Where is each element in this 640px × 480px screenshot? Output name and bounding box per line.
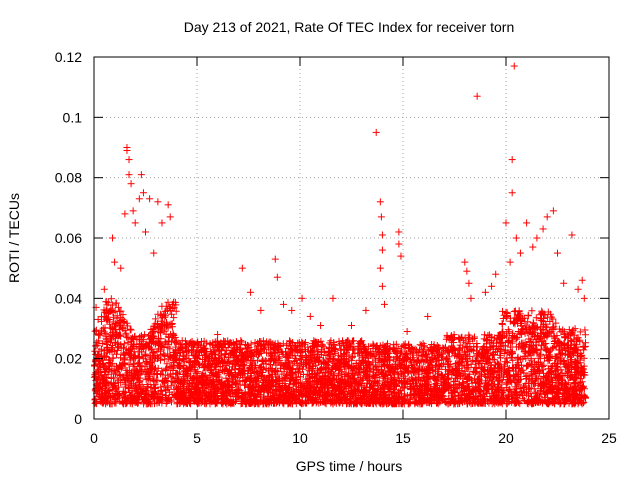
data-point xyxy=(135,195,143,203)
data-point xyxy=(362,306,370,314)
x-tick-label: 10 xyxy=(292,430,308,446)
data-point xyxy=(129,207,137,215)
data-point xyxy=(403,328,411,336)
data-point xyxy=(568,231,576,239)
data-point xyxy=(512,234,520,242)
data-point xyxy=(329,294,337,302)
data-point xyxy=(533,234,541,242)
data-point xyxy=(273,273,281,281)
data-point xyxy=(380,300,388,308)
data-point xyxy=(142,228,149,236)
data-point xyxy=(121,210,129,218)
data-point xyxy=(467,294,475,302)
data-point xyxy=(510,62,518,70)
data-point xyxy=(139,189,147,197)
data-point xyxy=(529,243,537,251)
data-point xyxy=(158,219,166,227)
data-point xyxy=(137,171,145,179)
y-tick-label: 0.02 xyxy=(55,351,82,367)
chart-title: Day 213 of 2021, Rate Of TEC Index for r… xyxy=(184,19,514,35)
data-point xyxy=(131,219,139,227)
data-point xyxy=(397,252,405,260)
data-point xyxy=(238,264,246,272)
data-point xyxy=(508,189,516,197)
x-tick-label: 20 xyxy=(498,430,514,446)
x-axis-label: GPS time / hours xyxy=(296,458,403,474)
data-point xyxy=(257,306,265,314)
data-point xyxy=(280,300,288,308)
data-point xyxy=(378,231,386,239)
data-point xyxy=(214,331,222,339)
data-point xyxy=(424,312,432,320)
data-point xyxy=(461,258,469,266)
data-point xyxy=(164,201,172,209)
y-tick-label: 0.1 xyxy=(63,109,83,125)
data-point xyxy=(271,255,279,263)
data-point xyxy=(378,246,386,254)
grid-lines xyxy=(94,57,609,419)
data-point xyxy=(376,264,384,272)
y-tick-label: 0.08 xyxy=(55,170,82,186)
data-point xyxy=(377,213,385,221)
data-point xyxy=(506,258,514,266)
data-point xyxy=(508,156,516,164)
data-point xyxy=(348,321,355,329)
x-tick-label: 15 xyxy=(395,430,411,446)
data-point xyxy=(378,282,386,290)
data-point xyxy=(166,213,174,221)
y-axis-ticks: 0 0.02 0.04 0.06 0.08 0.1 0.12 xyxy=(55,49,609,427)
y-tick-label: 0 xyxy=(74,411,82,427)
data-point xyxy=(502,219,510,227)
data-point xyxy=(473,92,481,100)
y-tick-label: 0.04 xyxy=(55,290,82,306)
data-point xyxy=(125,171,133,179)
data-point xyxy=(154,198,162,206)
data-point xyxy=(574,285,582,293)
data-point xyxy=(247,288,255,296)
data-point xyxy=(117,264,125,272)
data-point xyxy=(549,207,557,215)
x-tick-label: 25 xyxy=(601,430,617,446)
data-point xyxy=(288,306,296,314)
data-point xyxy=(543,213,551,221)
data-point xyxy=(111,258,119,266)
data-point xyxy=(109,234,117,242)
x-axis-ticks: 0 5 10 15 20 25 xyxy=(90,57,617,446)
x-tick-label: 5 xyxy=(193,430,201,446)
data-point xyxy=(580,294,588,302)
data-point xyxy=(578,276,586,284)
data-point xyxy=(523,219,531,227)
data-point xyxy=(123,147,131,155)
y-axis-label: ROTI / TECUs xyxy=(6,193,22,283)
data-point xyxy=(488,282,496,290)
data-point xyxy=(298,294,306,302)
y-tick-label: 0.12 xyxy=(55,49,82,65)
data-point xyxy=(150,249,158,257)
data-point xyxy=(395,240,403,248)
data-point xyxy=(125,156,133,164)
data-point xyxy=(539,225,547,233)
data-point xyxy=(376,198,384,206)
data-point-cloud xyxy=(91,295,590,408)
data-point xyxy=(317,321,325,329)
data-point xyxy=(463,267,471,275)
data-point xyxy=(100,285,108,293)
data-point xyxy=(146,195,154,203)
data-point xyxy=(127,180,135,188)
data-point xyxy=(560,279,568,287)
data-point xyxy=(554,249,561,257)
data-point xyxy=(516,249,524,257)
data-points xyxy=(91,62,590,408)
data-point xyxy=(372,128,380,136)
data-point xyxy=(465,279,473,287)
data-point xyxy=(492,270,500,278)
data-point xyxy=(306,312,314,320)
data-point xyxy=(481,288,489,296)
x-tick-label: 0 xyxy=(90,430,98,446)
data-point xyxy=(395,228,403,236)
y-tick-label: 0.06 xyxy=(55,230,82,246)
